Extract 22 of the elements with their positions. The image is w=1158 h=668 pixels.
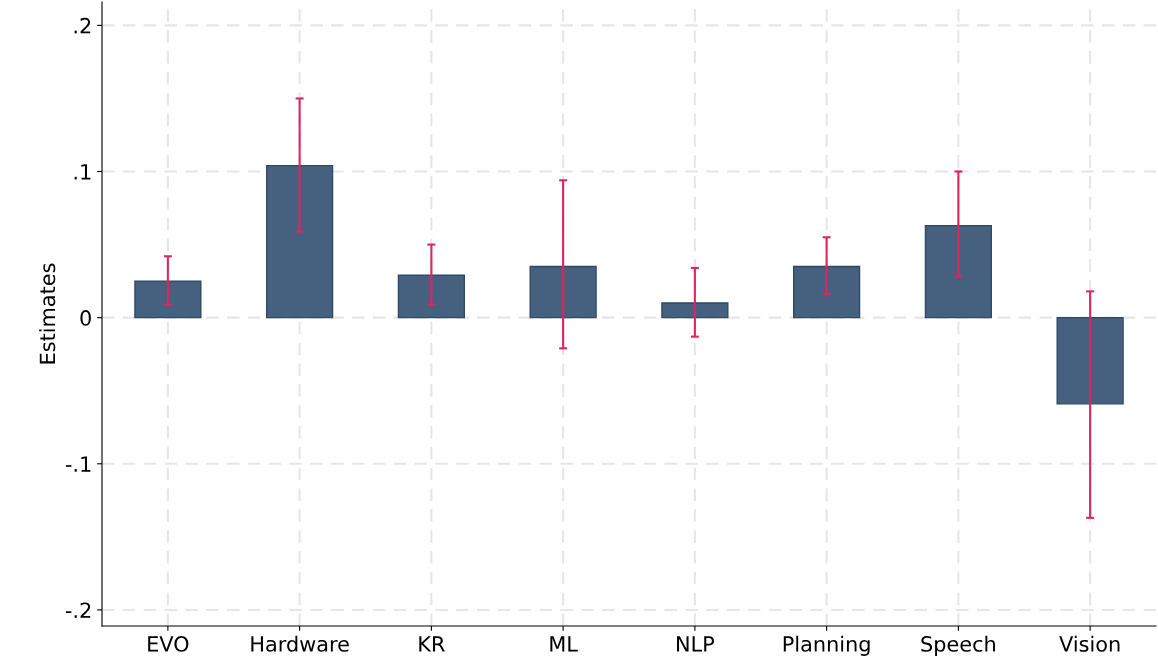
bar: [134, 280, 202, 319]
bar: [265, 164, 334, 319]
x-tick-label: KR: [419, 636, 445, 652]
x-tick-label: NLP: [677, 636, 715, 652]
x-tick-label: ML: [550, 636, 578, 652]
bar: [529, 265, 597, 319]
bar: [924, 224, 993, 319]
y-tick-label: .1: [74, 164, 91, 180]
y-tick-label: 0: [80, 310, 91, 326]
bar: [397, 274, 466, 319]
y-tick-label: -.2: [65, 602, 91, 618]
y-axis-title: Estimates: [39, 263, 56, 364]
bar: [1056, 316, 1124, 405]
bar: [661, 302, 729, 319]
x-tick-label: Planning: [783, 635, 870, 656]
y-tick-label: .2: [74, 17, 91, 34]
x-tick-label: Vision: [1059, 635, 1120, 652]
bar: [792, 265, 861, 319]
x-tick-label: Hardware: [251, 635, 349, 652]
y-tick-label: -.1: [65, 456, 91, 472]
x-tick-label: Speech: [921, 635, 995, 656]
x-tick-label: EVO: [148, 636, 189, 652]
